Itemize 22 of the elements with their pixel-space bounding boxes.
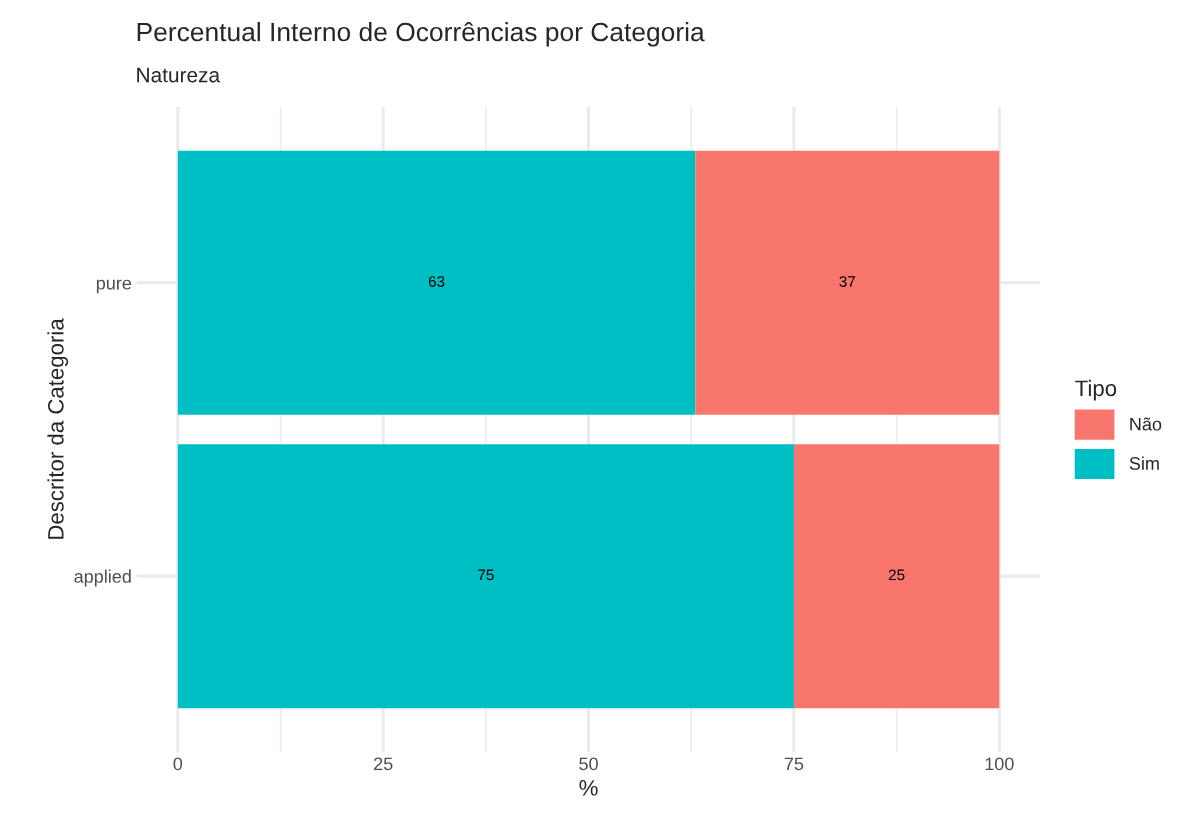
y-tick-label: pure bbox=[96, 279, 132, 294]
bar bbox=[793, 444, 1000, 709]
y-tick-label: applied bbox=[74, 569, 131, 587]
x-axis-title: % bbox=[579, 780, 598, 796]
data-label: 25 bbox=[888, 569, 905, 581]
legend-title: Tipo bbox=[1075, 379, 1117, 401]
x-tick-label: 100 bbox=[985, 757, 1014, 771]
legend-label: Não bbox=[1130, 417, 1162, 431]
y-axis-title: Descritor da Categoria bbox=[47, 318, 69, 539]
x-tick-label: 75 bbox=[784, 757, 804, 771]
x-tick-label: 0 bbox=[173, 757, 183, 771]
x-tick-label: 50 bbox=[579, 757, 598, 771]
x-tick-label: 25 bbox=[374, 757, 393, 771]
data-label: 37 bbox=[839, 276, 856, 287]
bar bbox=[695, 150, 1000, 415]
chart-subtitle: Natureza bbox=[137, 67, 221, 83]
legend-label: Sim bbox=[1129, 456, 1159, 470]
chart-title: Percentual Interno de Ocorrências por Categoria bbox=[137, 21, 705, 47]
data-label: 63 bbox=[428, 276, 445, 287]
bar bbox=[177, 150, 696, 415]
data-label: 75 bbox=[478, 569, 494, 581]
bar bbox=[177, 444, 794, 709]
